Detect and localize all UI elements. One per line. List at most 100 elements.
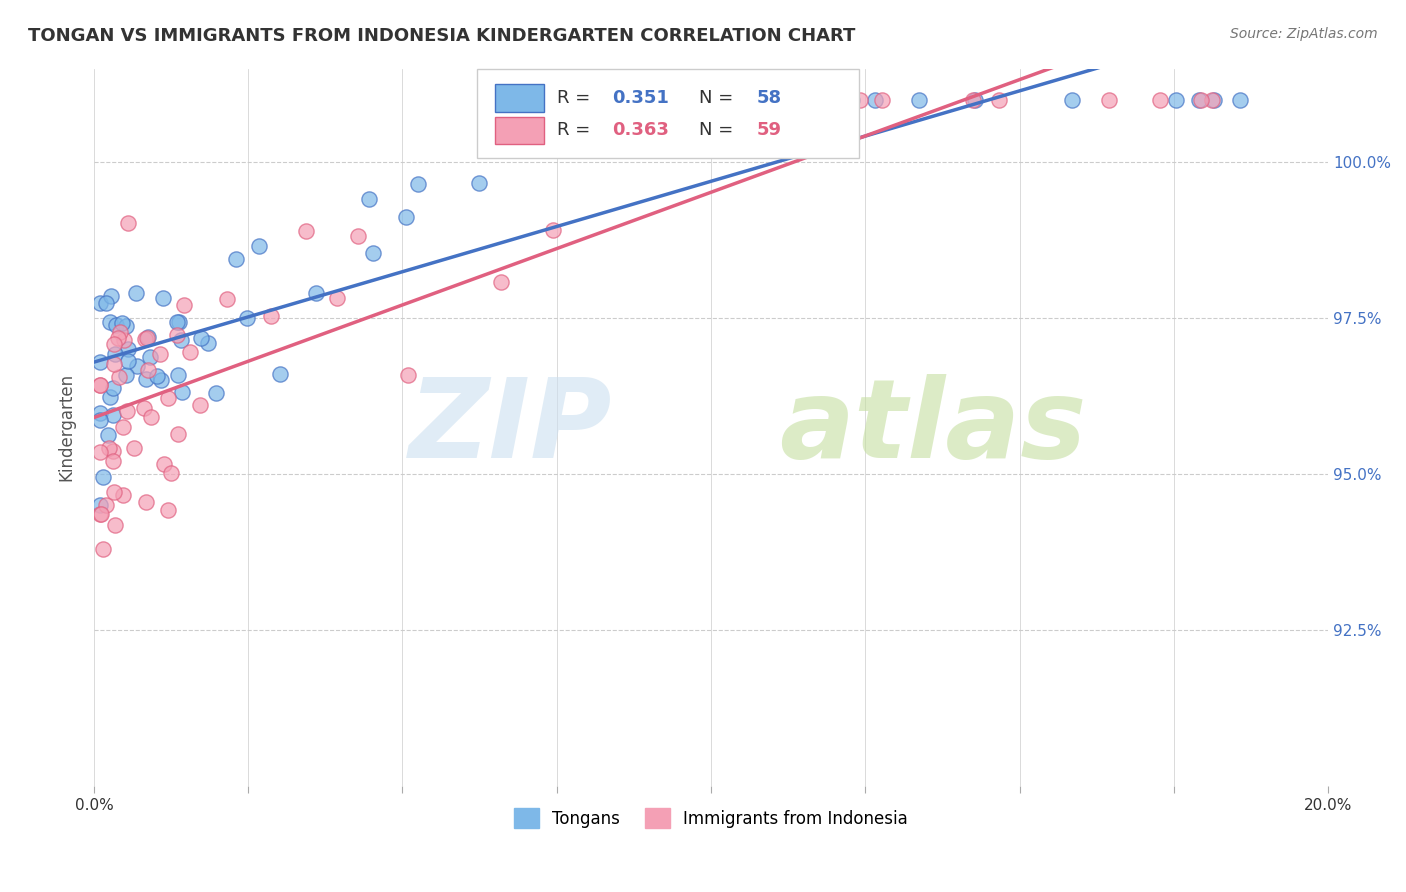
Point	[1097, 93, 1119, 107]
Point	[841, 93, 863, 107]
Point	[908, 93, 931, 107]
Text: Source: ZipAtlas.com: Source: ZipAtlas.com	[1230, 27, 1378, 41]
Point	[100, 288, 122, 302]
Point	[870, 93, 893, 107]
Point	[146, 368, 169, 383]
Point	[167, 315, 190, 329]
Point	[1229, 93, 1251, 107]
Text: atlas: atlas	[779, 374, 1087, 481]
Legend: Tongans, Immigrants from Indonesia: Tongans, Immigrants from Indonesia	[508, 801, 915, 835]
FancyBboxPatch shape	[495, 117, 544, 144]
Point	[1201, 93, 1223, 107]
Point	[125, 286, 148, 301]
Point	[89, 413, 111, 427]
Point	[103, 337, 125, 351]
Point	[114, 333, 136, 347]
Point	[489, 275, 512, 289]
Point	[139, 410, 162, 425]
Point	[305, 285, 328, 300]
Point	[103, 347, 125, 361]
Point	[136, 330, 159, 344]
Point	[204, 386, 226, 401]
Point	[89, 355, 111, 369]
Point	[188, 398, 211, 412]
Point	[135, 495, 157, 509]
Point	[561, 139, 583, 153]
Point	[1149, 93, 1171, 107]
Point	[988, 93, 1011, 107]
FancyBboxPatch shape	[495, 85, 544, 112]
Point	[103, 485, 125, 500]
Point	[326, 292, 349, 306]
Point	[963, 93, 986, 107]
Point	[962, 93, 984, 107]
Point	[260, 310, 283, 324]
Point	[190, 331, 212, 345]
Text: R =: R =	[557, 89, 596, 107]
Point	[139, 350, 162, 364]
Point	[149, 347, 172, 361]
Point	[510, 93, 533, 107]
Point	[686, 93, 709, 107]
Point	[98, 391, 121, 405]
Text: TONGAN VS IMMIGRANTS FROM INDONESIA KINDERGARTEN CORRELATION CHART: TONGAN VS IMMIGRANTS FROM INDONESIA KIND…	[28, 27, 855, 45]
Point	[97, 428, 120, 442]
Point	[89, 507, 111, 521]
Point	[170, 385, 193, 400]
Point	[347, 229, 370, 244]
Point	[849, 93, 872, 107]
Text: 0.363: 0.363	[612, 121, 669, 139]
Point	[725, 93, 748, 107]
Point	[614, 93, 637, 107]
Text: R =: R =	[557, 121, 596, 139]
Point	[117, 403, 139, 417]
Point	[395, 210, 418, 224]
FancyBboxPatch shape	[477, 69, 859, 158]
Point	[134, 332, 156, 346]
Point	[1164, 93, 1187, 107]
Point	[114, 368, 136, 383]
Point	[197, 335, 219, 350]
Point	[661, 103, 683, 117]
Point	[269, 367, 291, 381]
Point	[90, 508, 112, 522]
Point	[117, 342, 139, 356]
Point	[107, 370, 129, 384]
Point	[166, 314, 188, 328]
Point	[169, 333, 191, 347]
Point	[166, 327, 188, 342]
Point	[359, 192, 381, 206]
Point	[107, 331, 129, 345]
Point	[135, 372, 157, 386]
Point	[236, 311, 259, 326]
Point	[863, 93, 886, 107]
Point	[111, 420, 134, 434]
Point	[157, 503, 180, 517]
Point	[132, 401, 155, 415]
Point	[89, 378, 111, 392]
Point	[406, 177, 429, 191]
Point	[98, 315, 121, 329]
Point	[93, 541, 115, 556]
Point	[136, 363, 159, 377]
Point	[89, 406, 111, 420]
Point	[468, 176, 491, 190]
Text: 59: 59	[756, 121, 782, 139]
Point	[115, 318, 138, 333]
Point	[361, 246, 384, 260]
Point	[225, 252, 247, 266]
Point	[111, 488, 134, 502]
Point	[89, 445, 111, 459]
Point	[94, 498, 117, 512]
Point	[89, 498, 111, 512]
Point	[103, 358, 125, 372]
Point	[101, 381, 124, 395]
Point	[179, 345, 201, 359]
Point	[93, 470, 115, 484]
Text: N =: N =	[699, 121, 738, 139]
Point	[159, 466, 181, 480]
Point	[1204, 93, 1226, 107]
Point	[1189, 93, 1212, 107]
Point	[247, 238, 270, 252]
Point	[152, 457, 174, 471]
